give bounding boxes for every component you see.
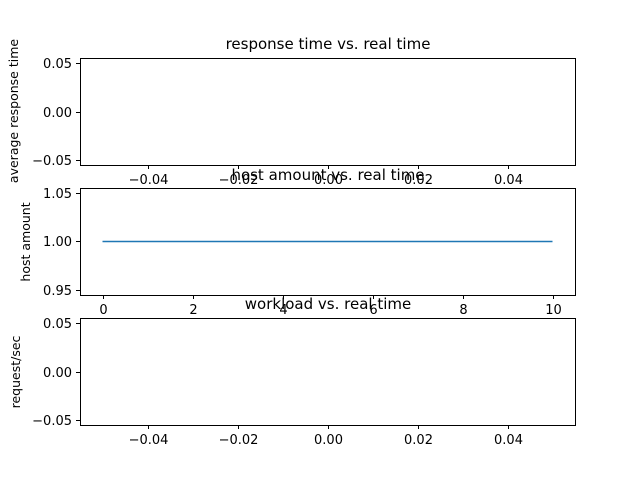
response-time-ticks: −0.04 −0.02 0.00 0.02 0.04 −0.05 0.00 0.05: [32, 57, 523, 188]
response-time-ytick-label: 0.00: [43, 106, 72, 121]
workload-xtick-label: 0.04: [494, 433, 523, 448]
workload-xtick-label: 0.02: [404, 433, 433, 448]
host-amount-title: host amount vs. real time: [231, 166, 424, 184]
host-amount-xtick-label: 8: [459, 303, 467, 318]
response-time-subplot: response time vs. real time average resp…: [6, 35, 576, 188]
host-amount-ytick-label: 1.00: [43, 235, 72, 250]
response-time-xtick-label: 0.04: [494, 173, 523, 188]
host-amount-ytick-label: 1.05: [43, 187, 72, 202]
workload-xtick-label: −0.04: [129, 433, 169, 448]
workload-ticks: −0.04 −0.02 0.00 0.02 0.04 −0.05 0.00 0.05: [32, 317, 523, 448]
host-amount-subplot: host amount vs. real time host amount 0 2…: [18, 166, 576, 318]
host-amount-xtick-label: 2: [189, 303, 197, 318]
host-amount-xtick-label: 0: [99, 303, 107, 318]
host-amount-xtick-label: 6: [369, 303, 377, 318]
host-amount-ytick-label: 0.95: [43, 284, 72, 299]
workload-xtick-label: 0.00: [314, 433, 343, 448]
response-time-ylabel: average response time: [6, 39, 21, 183]
workload-title: workload vs. real time: [245, 295, 411, 313]
response-time-title: response time vs. real time: [226, 35, 431, 53]
response-time-ytick-label: 0.05: [43, 57, 72, 72]
host-amount-axes-frame: [80, 188, 576, 296]
host-amount-ylabel: host amount: [18, 202, 33, 281]
workload-ylabel: request/sec: [8, 335, 23, 408]
response-time-xtick-label: 0.00: [314, 173, 343, 188]
response-time-ytick-label: −0.05: [32, 154, 72, 169]
host-amount-xtick-label: 10: [545, 303, 562, 318]
workload-ytick-label: 0.05: [43, 317, 72, 332]
workload-xtick-label: −0.02: [219, 433, 259, 448]
workload-ytick-label: −0.05: [32, 414, 72, 429]
host-amount-ticks: 0 2 4 6 8 10 0.95 1.00 1.05: [43, 187, 562, 318]
response-time-xtick-label: −0.02: [219, 173, 259, 188]
response-time-xtick-label: 0.02: [404, 173, 433, 188]
response-time-xtick-label: −0.04: [129, 173, 169, 188]
workload-ytick-label: 0.00: [43, 366, 72, 381]
host-amount-xtick-label: 4: [279, 303, 287, 318]
workload-subplot: workload vs. real time request/sec −0.04…: [8, 295, 576, 448]
